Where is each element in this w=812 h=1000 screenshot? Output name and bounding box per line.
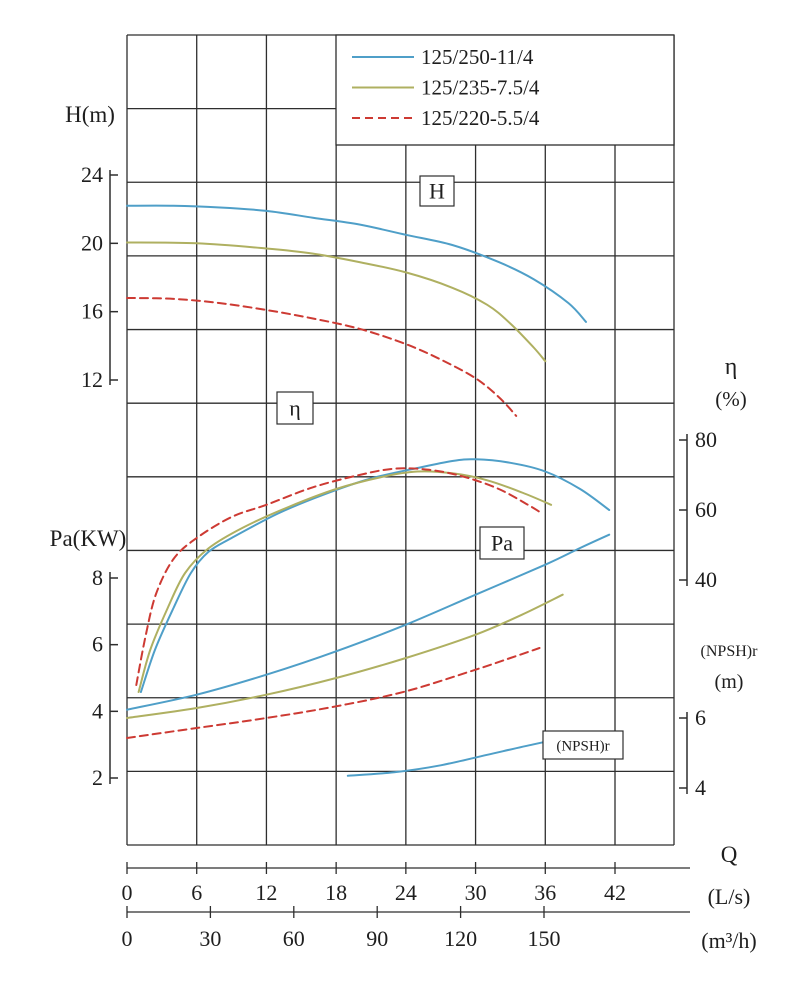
legend-item-label: 125/250-11/4 [421, 45, 534, 69]
axis-tick-label: 12 [81, 367, 103, 392]
axis-tick-label: 20 [81, 230, 103, 255]
x-axis-tick-label-m3h: 120 [444, 926, 477, 951]
chart-curves [126, 204, 611, 777]
axis-tick-label: 6 [695, 705, 706, 730]
h-axis-title: H(m) [65, 102, 115, 127]
x-axis-tick-label-m3h: 150 [528, 926, 561, 951]
curve-label-text: Pa [491, 531, 513, 556]
eta-axis-title: η [725, 354, 738, 380]
x-axis-tick-label-ls: 6 [191, 880, 202, 905]
x-axis-tick-label-m3h: 0 [122, 926, 133, 951]
axis-tick-label: 40 [695, 567, 717, 592]
q-axis-unit-m3h: (m³/h) [701, 928, 756, 953]
curve-label-boxes: Hη Pa (NPSH)r [276, 175, 624, 760]
legend-item-label: 125/235-7.5/4 [421, 76, 540, 100]
axis-tick-label: 24 [81, 162, 103, 187]
pa-curve-series-2 [126, 647, 541, 739]
chart-legend: 125/250-11/4 125/235-7.5/4 125/220-5.5/4 [335, 34, 675, 146]
pa-curve-series-1 [126, 593, 564, 719]
eta-curve-series-1 [137, 470, 553, 693]
q-axis-title: Q [721, 842, 738, 867]
curve-label-text: η [289, 396, 301, 421]
axis-rulers: 24 20 16 12 8 6 4 2 80 60 40 6 4 [81, 162, 717, 800]
pa-axis-title: Pa(KW) [50, 526, 127, 551]
eta-curve-series-2 [135, 467, 541, 686]
axis-titles: H(m) Pa(KW) η (%) (NPSH)r (m) Q (L/s) (m… [50, 102, 758, 953]
axis-tick-label: 2 [92, 765, 103, 790]
axis-tick-label: 4 [695, 775, 706, 800]
x-axis-tick-label-ls: 24 [395, 880, 417, 905]
axis-tick-label: 6 [92, 632, 103, 657]
h-curve-series-2 [126, 297, 518, 417]
npsh-axis-unit: (m) [715, 671, 744, 693]
x-axis-tick-label-ls: 42 [604, 880, 626, 905]
legend-box [335, 34, 675, 146]
curve-label-box [479, 526, 525, 560]
pa-curve-series-0 [126, 533, 611, 711]
axis-tick-label: 4 [92, 698, 103, 723]
x-axis-tick-label-ls: 30 [465, 880, 487, 905]
axis-tick-label: 60 [695, 497, 717, 522]
axis-tick-label: 8 [92, 565, 103, 590]
h-curve-series-0 [126, 204, 587, 323]
axis-tick-label: 80 [695, 427, 717, 452]
curve-label-text: (NPSH)r [556, 738, 609, 754]
x-axis-tick-label-ls: 12 [255, 880, 277, 905]
x-axis-tick-label-ls: 18 [325, 880, 347, 905]
h-curve-series-1 [126, 241, 547, 363]
eta-axis-unit: (%) [715, 387, 746, 411]
x-axis-tick-label-m3h: 30 [199, 926, 221, 951]
x-axis-tick-label-m3h: 60 [283, 926, 305, 951]
curve-label-box [542, 730, 624, 760]
curve-label-box [419, 175, 455, 207]
q-axis-unit-ls: (L/s) [708, 884, 751, 909]
curve-label-box [276, 391, 314, 425]
legend-item-label: 125/220-5.5/4 [421, 106, 540, 130]
bottom-axes: 0 6 12 18 24 30 36 42 0 30 60 90 120 150 [122, 862, 690, 951]
curve-label-text: H [429, 179, 445, 204]
x-axis-tick-label-m3h: 90 [366, 926, 388, 951]
x-axis-tick-label-ls: 0 [122, 880, 133, 905]
npsh-axis-title: (NPSH)r [701, 643, 759, 660]
axis-tick-label: 16 [81, 299, 103, 324]
x-axis-tick-label-ls: 36 [534, 880, 556, 905]
